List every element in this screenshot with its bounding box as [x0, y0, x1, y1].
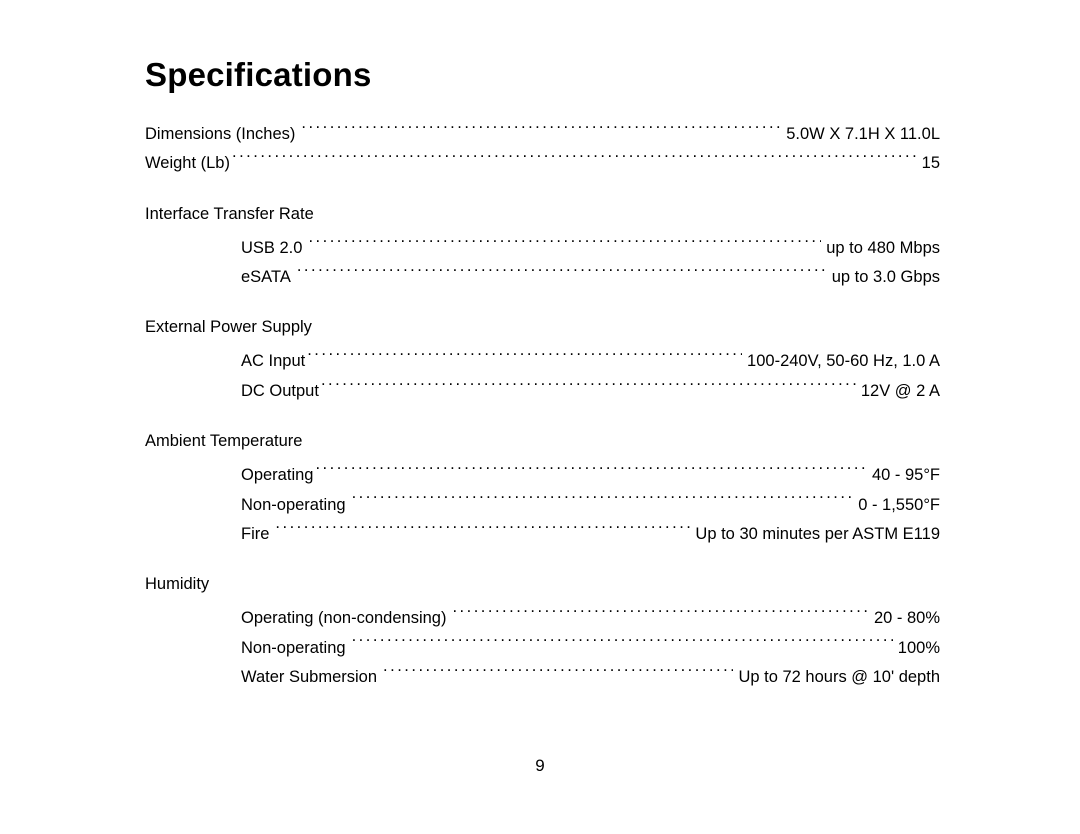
- dot-leader: [352, 491, 854, 509]
- spec-value: 40 - 95°F: [869, 461, 940, 490]
- spec-value: 100-240V, 50-60 Hz, 1.0 A: [744, 347, 940, 376]
- page-title: Specifications: [145, 56, 940, 94]
- spec-row-temp-fire: Fire Up to 30 minutes per ASTM E119: [145, 520, 940, 549]
- spec-label: eSATA: [241, 263, 295, 292]
- spec-group-humidity: Humidity Operating (non-condensing) 20 -…: [145, 575, 940, 692]
- dot-leader: [383, 664, 733, 682]
- dot-leader: [352, 634, 893, 652]
- dot-leader: [315, 462, 866, 480]
- spec-row-humidity-operating: Operating (non-condensing) 20 - 80%: [145, 604, 940, 633]
- spec-value: 20 - 80%: [871, 604, 940, 633]
- spec-row-dimensions: Dimensions (Inches) 5.0W X 7.1H X 11.0L: [145, 120, 940, 149]
- group-heading: Humidity: [145, 575, 940, 594]
- spec-value: up to 3.0 Gbps: [829, 263, 940, 292]
- spec-value: 0 - 1,550°F: [855, 491, 940, 520]
- spec-value: Up to 30 minutes per ASTM E119: [692, 520, 940, 549]
- spec-value: Up to 72 hours @ 10' depth: [735, 663, 940, 692]
- spec-row-usb: USB 2.0 up to 480 Mbps: [145, 234, 940, 263]
- spec-row-weight: Weight (Lb) 15: [145, 149, 940, 178]
- spec-label: Dimensions (Inches): [145, 120, 299, 149]
- spec-label: Non-operating: [241, 491, 350, 520]
- group-heading: Ambient Temperature: [145, 432, 940, 451]
- spec-row-esata: eSATA up to 3.0 Gbps: [145, 263, 940, 292]
- spec-row-humidity-nonoperating: Non-operating 100%: [145, 634, 940, 663]
- spec-value: up to 480 Mbps: [823, 234, 940, 263]
- spec-label: Operating (non-condensing): [241, 604, 450, 633]
- spec-label: USB 2.0: [241, 234, 306, 263]
- spec-label: Water Submersion: [241, 663, 381, 692]
- spec-value: 5.0W X 7.1H X 11.0L: [783, 120, 940, 149]
- dot-leader: [301, 121, 781, 139]
- spec-label: DC Output: [241, 377, 319, 406]
- spec-row-dc-output: DC Output 12V @ 2 A: [145, 377, 940, 406]
- dot-leader: [308, 235, 821, 253]
- spec-group-top: Dimensions (Inches) 5.0W X 7.1H X 11.0L …: [145, 120, 940, 179]
- spec-row-temp-nonoperating: Non-operating 0 - 1,550°F: [145, 491, 940, 520]
- spec-row-temp-operating: Operating 40 - 95°F: [145, 461, 940, 490]
- spec-label: Non-operating: [241, 634, 350, 663]
- group-heading: Interface Transfer Rate: [145, 205, 940, 224]
- spec-row-ac-input: AC Input 100-240V, 50-60 Hz, 1.0 A: [145, 347, 940, 376]
- spec-label: AC Input: [241, 347, 305, 376]
- group-heading: External Power Supply: [145, 318, 940, 337]
- spec-value: 15: [919, 149, 940, 178]
- dot-leader: [307, 348, 742, 366]
- spec-value: 100%: [895, 634, 940, 663]
- spec-row-humidity-water: Water Submersion Up to 72 hours @ 10' de…: [145, 663, 940, 692]
- dot-leader: [452, 605, 868, 623]
- spec-label: Fire: [241, 520, 273, 549]
- spec-label: Operating: [241, 461, 313, 490]
- spec-label: Weight (Lb): [145, 149, 230, 178]
- dot-leader: [275, 521, 690, 539]
- spec-group-interface: Interface Transfer Rate USB 2.0 up to 48…: [145, 205, 940, 293]
- page-number: 9: [0, 756, 1080, 776]
- spec-group-power: External Power Supply AC Input 100-240V,…: [145, 318, 940, 406]
- dot-leader: [321, 378, 856, 396]
- spec-value: 12V @ 2 A: [858, 377, 940, 406]
- dot-leader: [232, 150, 917, 168]
- dot-leader: [297, 264, 827, 282]
- spec-group-temperature: Ambient Temperature Operating 40 - 95°F …: [145, 432, 940, 549]
